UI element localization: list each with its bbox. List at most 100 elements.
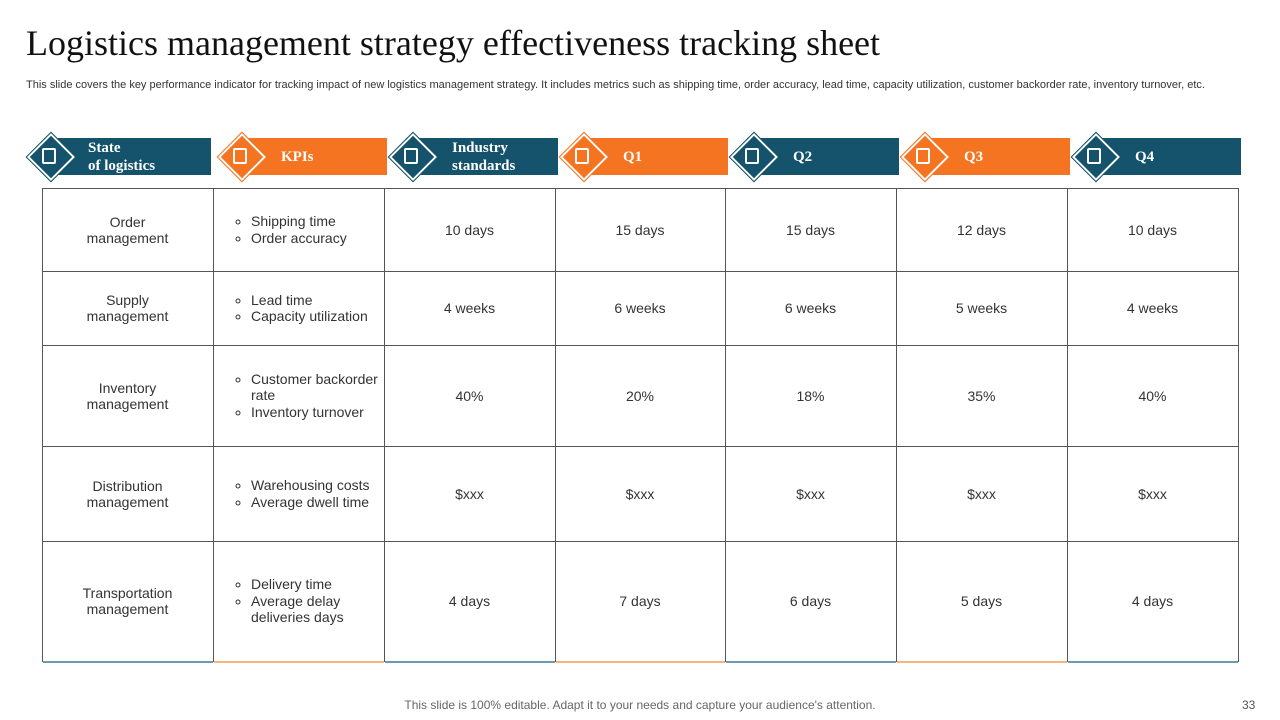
kpi-list: Shipping timeOrder accuracy	[213, 213, 384, 246]
header-text: of logistics	[88, 157, 156, 174]
value-cell: 6 weeks	[725, 271, 897, 346]
column-accent	[897, 661, 1067, 663]
header-text: Q3	[964, 148, 984, 165]
table-border	[42, 188, 1238, 189]
value-text: 6 weeks	[614, 300, 666, 316]
slide-subtitle: This slide covers the key performance in…	[26, 79, 1205, 91]
header-text: Q4	[1135, 148, 1155, 165]
value-text: 18%	[796, 387, 825, 404]
value-cell: 4 days	[384, 541, 556, 662]
slide-title: Logistics management strategy effectiven…	[26, 23, 881, 63]
header-icon	[233, 148, 247, 164]
value-cell: 6 days	[725, 541, 897, 662]
row-label-cell: Inventory management	[42, 345, 214, 447]
value-cell: $xxx	[896, 446, 1068, 542]
value-text: 5 weeks	[955, 300, 1008, 316]
kpi-list: Warehousing costsAverage dwell time	[213, 477, 384, 510]
value-text: 15 days	[785, 221, 836, 238]
value-text: $xxx	[796, 485, 825, 502]
value-cell: 20%	[555, 345, 726, 447]
kpi-cell: Customer backorder rateInventory turnove…	[213, 345, 385, 447]
value-text: 4 weeks	[1126, 300, 1179, 316]
footer-note: This slide is 100% editable. Adapt it to…	[404, 698, 876, 712]
value-text: $xxx	[625, 485, 655, 502]
header-text: Q2	[793, 148, 813, 165]
row-label-cell: Supply management	[42, 271, 214, 346]
kpi-list: Customer backorder rateInventory turnove…	[213, 371, 384, 421]
value-text: $xxx	[455, 485, 484, 502]
column-accent	[726, 661, 896, 663]
header-icon	[575, 148, 589, 164]
header-icon	[404, 148, 418, 164]
value-cell: 4 weeks	[1067, 271, 1239, 346]
value-text: 35%	[967, 387, 996, 404]
column-accent	[1068, 661, 1238, 663]
value-cell: $xxx	[555, 446, 726, 542]
kpi-list: Delivery timeAverage delay deliveries da…	[213, 576, 384, 626]
value-cell: 40%	[384, 345, 556, 447]
kpi-item: Order accuracy	[251, 230, 384, 247]
value-text: 5 days	[960, 593, 1003, 609]
value-text: $xxx	[967, 485, 996, 502]
value-text: 4 weeks	[443, 300, 496, 316]
kpi-item: Customer backorder rate	[251, 371, 384, 404]
kpi-item: Average delay deliveries days	[251, 593, 384, 626]
header-icon	[42, 148, 56, 164]
value-cell: 15 days	[555, 188, 726, 272]
value-cell: 7 days	[555, 541, 726, 662]
header-text: State	[88, 139, 121, 156]
value-text: 20%	[625, 387, 655, 404]
row-label: Supply management	[86, 292, 169, 324]
value-text: 12 days	[956, 221, 1007, 238]
kpi-item: Shipping time	[251, 213, 384, 230]
kpi-cell: Lead timeCapacity utilization	[213, 271, 385, 346]
header-icon	[916, 148, 930, 164]
kpi-cell: Warehousing costsAverage dwell time	[213, 446, 385, 542]
header-text: standards	[452, 157, 516, 174]
row-label: Inventory management	[86, 379, 169, 412]
kpi-cell: Shipping timeOrder accuracy	[213, 188, 385, 272]
row-label-cell: Distribution management	[42, 446, 214, 542]
column-accent	[43, 661, 213, 663]
value-cell: 4 days	[1067, 541, 1239, 662]
kpi-item: Capacity utilization	[251, 308, 384, 325]
value-text: $xxx	[1138, 485, 1167, 502]
row-label-cell: Order management	[42, 188, 214, 272]
value-text: 4 days	[448, 593, 491, 609]
header-bar: KPIs	[235, 138, 387, 175]
value-cell: $xxx	[1067, 446, 1239, 542]
value-cell: 40%	[1067, 345, 1239, 447]
value-cell: 12 days	[896, 188, 1068, 272]
value-text: 10 days	[1127, 221, 1178, 238]
value-cell: 35%	[896, 345, 1068, 447]
value-cell: 5 days	[896, 541, 1068, 662]
value-text: 15 days	[615, 221, 665, 238]
kpi-cell: Delivery timeAverage delay deliveries da…	[213, 541, 385, 662]
row-label: Distribution management	[86, 477, 169, 510]
value-text: 7 days	[619, 593, 661, 609]
header-text: KPIs	[281, 148, 314, 165]
value-cell: 6 weeks	[555, 271, 726, 346]
value-text: 4 days	[1131, 593, 1174, 609]
kpi-item: Inventory turnover	[251, 404, 384, 421]
value-text: 40%	[1138, 387, 1167, 404]
value-text: 10 days	[444, 221, 495, 238]
value-text: 6 weeks	[784, 300, 837, 316]
table-border	[42, 188, 43, 661]
header-bar: Q2	[747, 138, 899, 175]
page-number: 33	[1242, 698, 1256, 712]
header-text: Industry	[452, 139, 508, 156]
kpi-item: Delivery time	[251, 576, 384, 593]
row-label: Transportation management	[82, 585, 173, 617]
header-text: Q1	[623, 148, 643, 165]
header-icon	[745, 148, 759, 164]
value-text: 6 days	[789, 593, 832, 609]
value-cell: 5 weeks	[896, 271, 1068, 346]
header-bar: Industry standards	[406, 138, 558, 175]
header-icon	[1087, 148, 1101, 164]
value-cell: 10 days	[384, 188, 556, 272]
column-accent	[214, 661, 384, 663]
value-cell: 10 days	[1067, 188, 1239, 272]
value-cell: $xxx	[384, 446, 556, 542]
